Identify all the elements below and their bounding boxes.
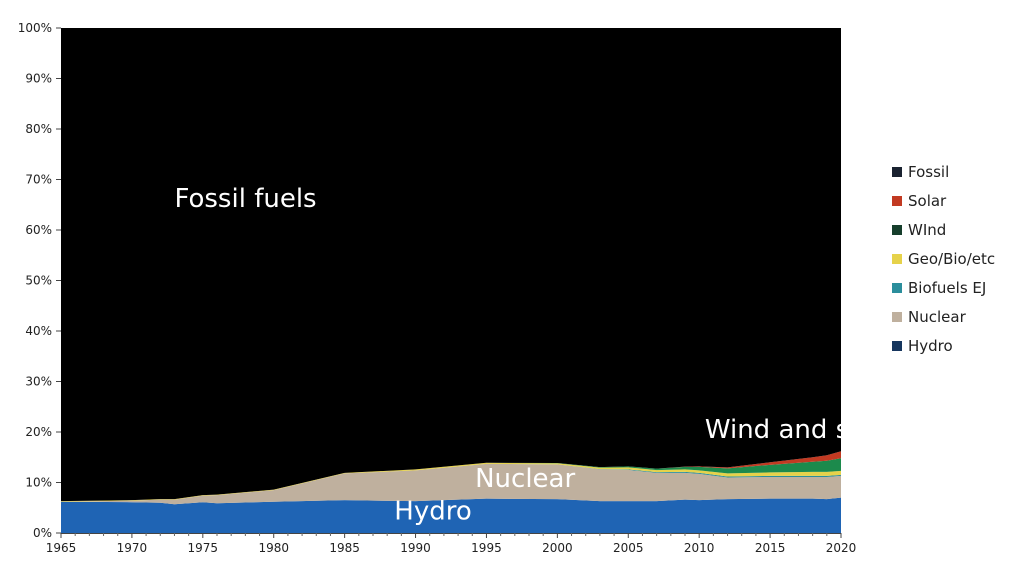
x-tick-label: 1970	[117, 541, 148, 555]
x-tick-label: 1985	[329, 541, 360, 555]
x-axis-ticks: 1965 1970 1975 1980 1985 1990 1995 2000 2005 2010…	[46, 533, 857, 555]
x-tick-label: 2020	[826, 541, 857, 555]
y-tick-label: 60%	[25, 223, 52, 237]
legend-swatch-biofuels	[892, 282, 902, 293]
legend: Fossil Solar WInd Geo/Bio/etc Biofuels E…	[892, 157, 995, 360]
legend-label-nuclear: Nuclear	[908, 307, 966, 326]
legend-label-hydro: Hydro	[908, 336, 953, 355]
y-tick-label: 40%	[25, 324, 52, 338]
x-tick-label: 1995	[471, 541, 502, 555]
axes: 0%10%20%30%40%50%60%70%80%90%100% 1965 19…	[18, 21, 857, 555]
x-tick-label: 2015	[755, 541, 786, 555]
y-tick-label: 50%	[25, 274, 52, 288]
legend-swatch-nuclear	[892, 311, 902, 322]
annotation-wind-and-solar: Wind and solar	[705, 415, 899, 445]
x-tick-label: 1990	[400, 541, 431, 555]
y-tick-label: 90%	[25, 72, 52, 86]
legend-swatch-hydro	[892, 340, 902, 351]
y-axis-ticks: 0% 10% 20% 30% 40% 50% 60% 70% 80% 90% 100%	[18, 21, 61, 540]
area-fossil	[61, 28, 841, 502]
legend-item-solar: Solar	[892, 186, 995, 215]
legend-label-fossil: Fossil	[908, 162, 950, 181]
annotation-nuclear: Nuclear	[475, 464, 575, 494]
y-tick-label: 20%	[25, 425, 52, 439]
area-wind	[61, 458, 841, 502]
x-tick-label: 2005	[613, 541, 644, 555]
legend-item-geo-bio: Geo/Bio/etc	[892, 244, 995, 273]
legend-swatch-fossil	[892, 166, 902, 177]
legend-label-geo-bio: Geo/Bio/etc	[908, 249, 996, 268]
legend-item-nuclear: Nuclear	[892, 302, 995, 331]
plot-area	[61, 28, 841, 533]
legend-item-biofuels: Biofuels EJ	[892, 273, 995, 302]
area-nuclear	[61, 463, 841, 505]
x-tick-label: 2000	[542, 541, 573, 555]
x-tick-label: 2010	[684, 541, 715, 555]
annotation-fossil-fuels: Fossil fuels	[174, 184, 316, 214]
legend-label-wind: WInd	[908, 220, 947, 239]
x-tick-label: 1975	[188, 541, 219, 555]
legend-label-solar: Solar	[908, 191, 947, 210]
y-tick-label: 70%	[25, 173, 52, 187]
y-tick-label: 10%	[25, 476, 52, 490]
legend-item-hydro: Hydro	[892, 331, 995, 360]
y-tick-label: 80%	[25, 122, 52, 136]
legend-label-biofuels: Biofuels EJ	[908, 278, 987, 297]
legend-swatch-wind	[892, 224, 902, 235]
legend-item-fossil: Fossil	[892, 157, 995, 186]
y-tick-label: 0%	[33, 526, 52, 540]
annotations: Fossil fuels Wind and solar Nuclear Hydr…	[174, 184, 899, 527]
legend-swatch-geo-bio	[892, 253, 902, 264]
y-tick-label: 30%	[25, 375, 52, 389]
x-tick-label: 1980	[258, 541, 289, 555]
annotation-hydro: Hydro	[394, 496, 471, 526]
legend-item-wind: WInd	[892, 215, 995, 244]
legend-swatch-solar	[892, 195, 902, 206]
x-tick-label: 1965	[46, 541, 77, 555]
area-hydro	[61, 497, 841, 533]
y-tick-label: 100%	[18, 21, 52, 35]
